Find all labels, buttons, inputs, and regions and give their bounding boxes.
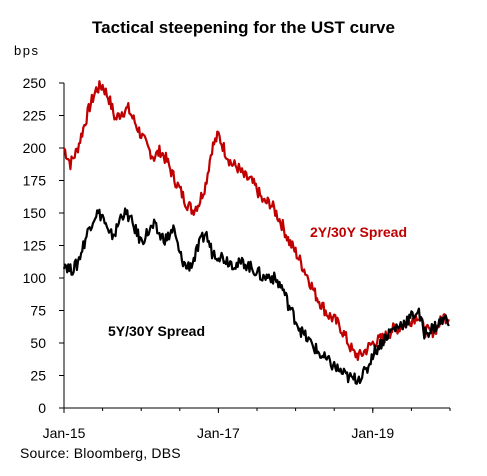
y-tick-label: 150: [23, 205, 47, 221]
source-note: Source: Bloomberg, DBS: [20, 445, 181, 461]
y-tick-label: 250: [23, 75, 47, 91]
series-line-2y30y: [63, 80, 450, 361]
chart-title: Tactical steepening for the UST curve: [92, 18, 395, 37]
y-tick-label: 125: [23, 238, 47, 254]
y-tick-label: 100: [23, 270, 47, 286]
x-tick-label: Jan-19: [351, 425, 394, 441]
series-lines: [62, 80, 450, 385]
series-line-5y30y: [62, 207, 450, 385]
y-tick-label: 75: [30, 303, 46, 319]
y-tick-label: 225: [23, 108, 47, 124]
y-tick-label: 175: [23, 173, 47, 189]
y-axis-unit-label: bps: [14, 43, 39, 58]
y-tick-label: 50: [30, 335, 46, 351]
x-tick-label: Jan-15: [43, 425, 86, 441]
series-label-2y30y: 2Y/30Y Spread: [310, 224, 407, 240]
y-tick-label: 0: [38, 400, 46, 416]
x-tick-label: Jan-17: [197, 425, 240, 441]
y-tick-label: 25: [30, 368, 46, 384]
series-label-5y30y: 5Y/30Y Spread: [108, 323, 205, 339]
y-tick-label: 200: [23, 140, 47, 156]
axes: 0 25 50 75 100 125 150 175 200 225 250 bps Jan-15 Jan…: [14, 43, 451, 441]
series-labels: 2Y/30Y Spread 5Y/30Y Spread: [108, 224, 407, 339]
